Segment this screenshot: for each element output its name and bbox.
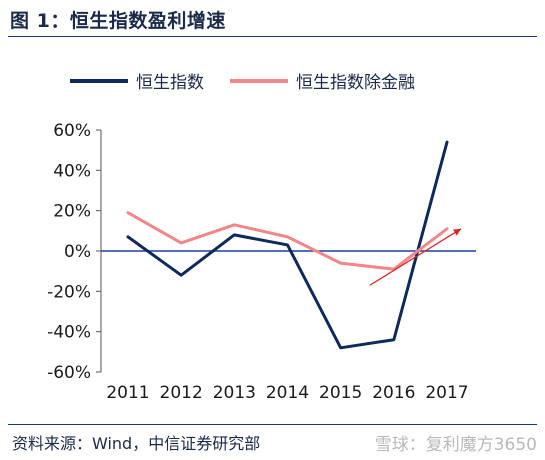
y-tick-label: 60% xyxy=(53,121,91,141)
y-tick-label: -60% xyxy=(47,363,91,383)
x-tick-label: 2013 xyxy=(213,383,256,403)
y-tick-label: 20% xyxy=(53,202,91,222)
series-line-2 xyxy=(126,211,449,271)
y-tick-label: -20% xyxy=(47,282,91,302)
x-tick-label: 2017 xyxy=(425,383,468,403)
figure-title: 图 1：恒生指数盈利增速 xyxy=(10,10,226,32)
watermark: 雪球：复利魔方3650 xyxy=(374,435,537,455)
legend-label-series-1: 恒生指数 xyxy=(136,73,204,93)
footer-divider xyxy=(8,424,537,425)
title-divider xyxy=(8,36,537,37)
x-tick-label: 2012 xyxy=(160,383,203,403)
legend-swatch-series-2 xyxy=(230,78,288,83)
legend-swatch-series-1 xyxy=(70,78,128,83)
x-tick-label: 2016 xyxy=(372,383,415,403)
legend-item-series-2: 恒生指数除金融 xyxy=(230,68,415,93)
legend-label-series-2: 恒生指数除金融 xyxy=(296,73,415,93)
y-tick-label: 0% xyxy=(64,242,91,262)
x-tick-label: 2014 xyxy=(266,383,309,403)
chart-legend: 恒生指数 恒生指数除金融 xyxy=(70,68,441,93)
annotation-arrow xyxy=(369,228,462,286)
x-tick-label: 2015 xyxy=(319,383,362,403)
series-line-1 xyxy=(126,140,449,350)
y-tick-label: 40% xyxy=(53,161,91,181)
x-tick-label: 2011 xyxy=(106,383,149,403)
y-tick-label: -40% xyxy=(47,323,91,343)
source-note: 资料来源：Wind，中信证券研究部 xyxy=(12,434,261,453)
legend-item-series-1: 恒生指数 xyxy=(70,68,204,93)
